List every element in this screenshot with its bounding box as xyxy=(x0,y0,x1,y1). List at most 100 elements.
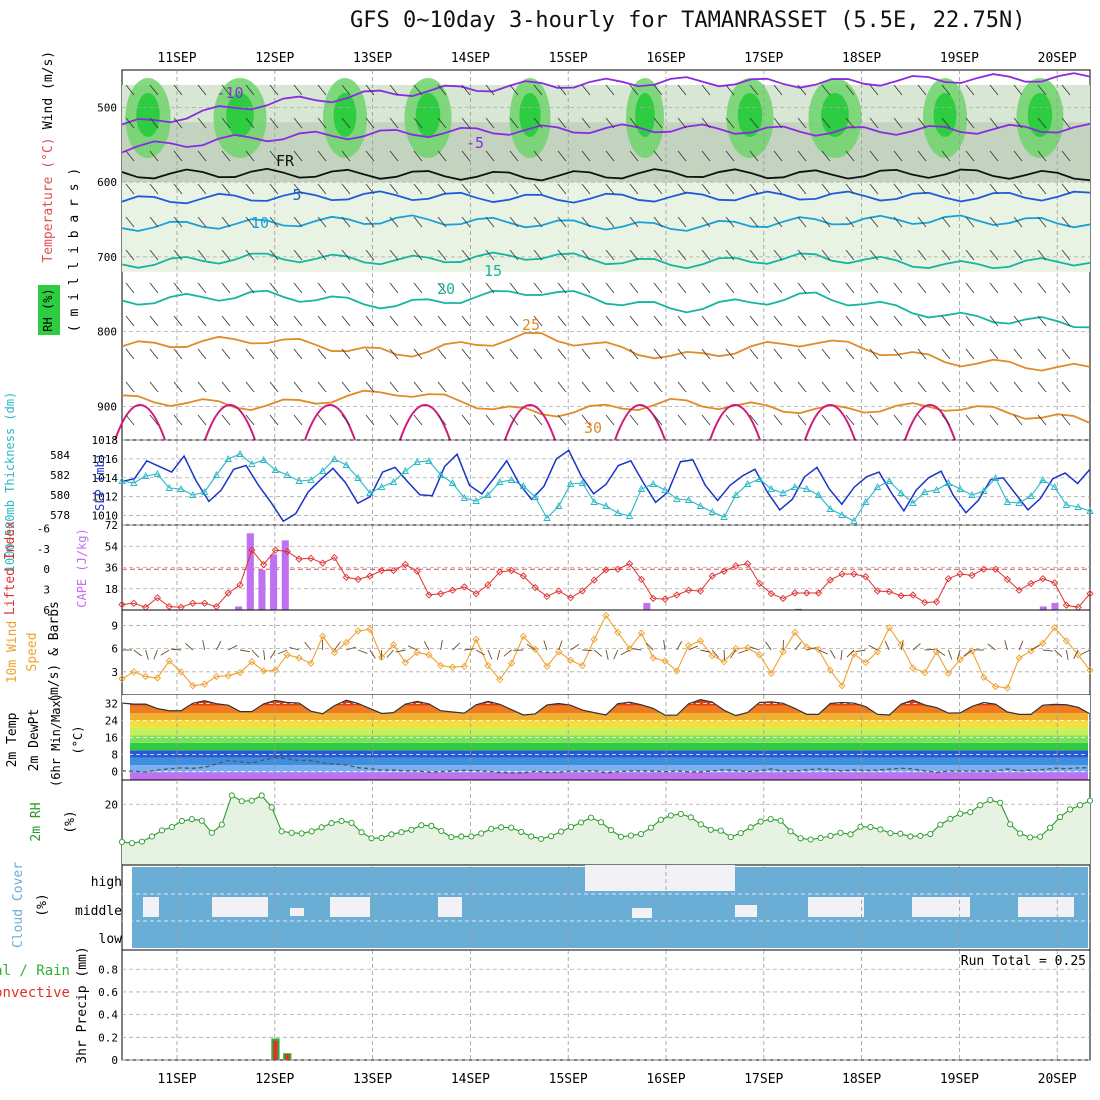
wind-barb-10m xyxy=(855,649,866,653)
wind-barb xyxy=(197,117,207,129)
wind-barb xyxy=(821,381,831,393)
wind-barb xyxy=(629,381,639,393)
wind-barb-10m xyxy=(1030,644,1040,651)
wind-barb-10m xyxy=(386,649,394,658)
wind-speed-line-point xyxy=(519,632,528,640)
lifted-index-line-point xyxy=(673,591,681,599)
lifted-index-line-point xyxy=(543,592,551,601)
wind-barb-10m xyxy=(723,649,726,661)
wind-barb-10m xyxy=(526,643,536,651)
wind-barb xyxy=(797,216,807,228)
wind-barb xyxy=(317,348,327,360)
rh-line-point xyxy=(548,833,555,840)
top-date-label: 13SEP xyxy=(353,51,392,66)
wind-barb xyxy=(557,315,567,327)
wind-barb xyxy=(461,183,471,195)
wind-barb xyxy=(773,183,783,195)
wind-barb xyxy=(317,84,327,96)
wind-barb xyxy=(533,249,543,261)
wind-barb xyxy=(557,282,567,294)
precip-tick-label: 0 xyxy=(111,1054,118,1067)
thickness-line-point xyxy=(177,485,185,492)
wind-barb xyxy=(1061,84,1071,96)
wind-barb xyxy=(293,183,303,195)
wind-barb xyxy=(461,84,471,96)
cloud-level-label: high xyxy=(91,875,122,890)
cape-bar xyxy=(235,606,243,610)
wind-barb xyxy=(917,117,927,129)
wind-barb xyxy=(269,117,279,129)
rh-line-point xyxy=(488,825,495,832)
precip-axis-label-c: 3hr Precip (mm) xyxy=(75,946,90,1063)
wind-barb xyxy=(917,84,927,96)
wind-barb xyxy=(581,315,591,327)
rh-line-point xyxy=(927,830,934,838)
cape-tick-label: 36 xyxy=(105,562,118,575)
bottom-date-label: 15SEP xyxy=(549,1072,588,1087)
wind-speed-line xyxy=(121,614,1091,689)
lifted-index-line-point xyxy=(720,567,728,575)
wind-barb xyxy=(149,117,159,129)
wind-barb xyxy=(149,315,159,327)
wind-barb xyxy=(389,216,399,228)
slp-thickness-panel: 1010 1012 1014 1016 1018 578 580 582 584 1000~500… xyxy=(3,392,1094,572)
rh-line-point xyxy=(288,829,295,836)
slp-tick-label: 1010 xyxy=(92,510,119,523)
thickness-line-point xyxy=(1086,507,1094,514)
rh-line-point xyxy=(498,824,505,831)
wind-barb xyxy=(557,183,567,195)
cape-tick-label: 54 xyxy=(105,540,119,553)
wind-barb xyxy=(269,348,279,360)
wind-barb xyxy=(509,249,519,261)
cloud-patch xyxy=(632,908,652,918)
rh-maximum-core xyxy=(635,93,655,137)
wind-barb xyxy=(821,84,831,96)
lifted-index-line-point xyxy=(921,598,929,607)
wind-barb-10m xyxy=(475,649,486,656)
rh-line-point xyxy=(697,821,704,828)
thickness-line-point xyxy=(1027,492,1035,499)
thickness-line-point xyxy=(743,480,752,487)
wind-barb-10m xyxy=(676,641,683,651)
cloud-patch xyxy=(330,897,370,917)
wind-barb xyxy=(293,249,303,261)
wind-speed-line-point xyxy=(224,672,232,680)
wind-barb xyxy=(533,183,543,195)
thickness-line-point xyxy=(673,495,681,502)
wind-barb xyxy=(893,150,903,162)
cloud-level-label: low xyxy=(99,932,123,947)
cloud-cover-panel: high middle low Cloud Cover (%) xyxy=(11,862,1091,951)
cape-bar xyxy=(258,569,266,610)
wind-barb xyxy=(917,348,927,360)
thickness-line-point xyxy=(519,482,528,489)
wind-speed-line-point xyxy=(260,667,268,675)
wind-barb xyxy=(221,282,231,294)
wind-speed-line-point xyxy=(460,662,468,671)
wind-barb xyxy=(653,84,663,96)
wind-barb xyxy=(221,150,231,162)
wind-barb xyxy=(1061,216,1071,228)
wind-barb xyxy=(341,381,351,393)
rh-line-point xyxy=(208,829,215,836)
wind-barb xyxy=(989,249,999,261)
thickness-tick-label: 578 xyxy=(50,509,70,522)
wind-barb-10m xyxy=(304,641,312,651)
wind-barb xyxy=(989,414,999,426)
wind-barb xyxy=(485,216,495,228)
wind-tick-label: 6 xyxy=(111,643,118,656)
lifted-index-line-point xyxy=(248,546,256,554)
lifted-index-line-point xyxy=(1003,575,1012,584)
wind-barb xyxy=(821,348,831,360)
contour-label-temp_-10: -10 xyxy=(216,84,243,102)
wind-barb xyxy=(749,216,759,228)
rh-line-point xyxy=(917,832,924,839)
thickness-line-point xyxy=(637,485,646,492)
wind-barb xyxy=(341,117,351,129)
wind-speed-line-point xyxy=(1050,624,1059,632)
wind-barb xyxy=(653,282,663,294)
wind-barb xyxy=(653,381,663,393)
contour-label-temp_15: 15 xyxy=(484,262,502,280)
precip-convective-bar xyxy=(285,1054,290,1060)
wind-barb-10m xyxy=(582,649,593,651)
precip-3hr-panel: 0 0.2 0.4 0.6 0.8 Run Total = 0.25 Total / Rai… xyxy=(0,946,1091,1067)
